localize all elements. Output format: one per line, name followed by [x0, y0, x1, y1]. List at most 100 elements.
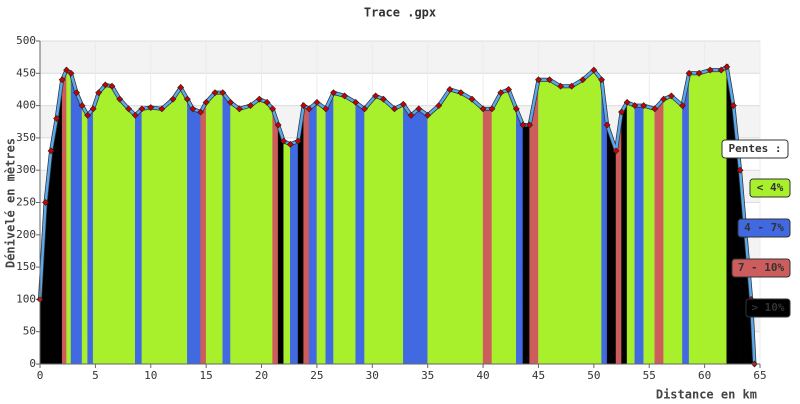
slope-segment	[582, 69, 595, 365]
x-tick-label: 40	[476, 369, 489, 382]
slope-segment	[418, 108, 428, 365]
slope-segment	[76, 92, 83, 365]
slope-segment	[308, 101, 318, 365]
y-axis-title: Dénivelé en mètres	[4, 138, 18, 268]
y-tick-label: 150	[16, 260, 36, 273]
point-marker	[280, 137, 288, 145]
slope-segment	[471, 98, 484, 365]
x-tick-label: 25	[310, 369, 323, 382]
x-axis-title: Distance en km	[656, 388, 757, 401]
slope-segment	[538, 79, 550, 365]
point-marker	[247, 102, 254, 110]
point-marker	[108, 82, 116, 90]
slope-segment	[92, 92, 99, 365]
legend-label: < 4%	[757, 181, 784, 194]
x-tick-label: 15	[200, 369, 213, 382]
legend-title-box	[721, 139, 789, 159]
slope-segment	[571, 79, 584, 365]
slope-segment	[606, 124, 617, 365]
slope-segment	[663, 95, 672, 365]
x-tick-label: 35	[421, 369, 434, 382]
point-marker	[101, 81, 109, 89]
slope-segment	[383, 98, 395, 365]
point-marker	[138, 105, 146, 113]
point-marker	[679, 102, 686, 110]
slope-segment	[491, 92, 502, 365]
point-marker	[497, 89, 505, 97]
slope-segment	[560, 85, 572, 365]
slope-segment	[720, 66, 728, 365]
point-marker	[53, 115, 61, 122]
point-marker	[736, 166, 744, 174]
point-marker	[73, 89, 80, 97]
point-marker	[519, 121, 527, 129]
slope-segment	[643, 105, 656, 365]
slope-segment	[325, 92, 334, 365]
point-marker	[590, 66, 598, 74]
y-tick-label: 400	[16, 99, 36, 112]
legend-title: Pentes :	[729, 142, 782, 155]
point-marker	[435, 102, 443, 110]
slope-segment	[150, 107, 163, 365]
point-marker	[63, 66, 71, 74]
x-tick-label: 50	[587, 369, 600, 382]
point-marker	[568, 82, 576, 90]
point-marker	[189, 105, 197, 113]
slope-segment	[403, 103, 412, 365]
x-tick-label: 10	[144, 369, 157, 382]
slope-segment	[688, 73, 700, 365]
point-marker	[305, 105, 313, 113]
slope-segment	[394, 103, 404, 365]
slope-segment	[626, 101, 636, 365]
point-marker	[42, 199, 49, 206]
y-tick-label: 100	[16, 292, 36, 305]
point-marker	[457, 89, 465, 97]
slope-segment	[375, 95, 384, 365]
slope-segment	[427, 105, 440, 365]
slope-segment	[549, 79, 561, 365]
grid-band	[40, 41, 760, 74]
slope-segment	[682, 73, 690, 365]
point-marker	[158, 105, 166, 113]
slope-segment	[259, 98, 268, 365]
slope-segment	[460, 92, 473, 365]
slope-segment	[303, 105, 310, 365]
point-marker	[330, 89, 337, 97]
point-marker	[255, 95, 263, 103]
point-marker	[95, 89, 103, 97]
point-marker	[183, 95, 191, 103]
point-marker	[131, 111, 139, 119]
point-marker	[424, 111, 432, 119]
point-marker	[263, 98, 271, 106]
y-tick-label: 300	[16, 163, 36, 176]
slope-segment	[482, 108, 493, 365]
point-marker	[399, 100, 407, 108]
point-marker	[227, 98, 234, 106]
point-marker	[579, 76, 587, 84]
slope-segment	[410, 108, 420, 365]
point-marker	[84, 111, 92, 119]
point-marker	[169, 95, 177, 103]
slope-segment	[81, 104, 88, 365]
point-marker	[623, 98, 631, 106]
point-marker	[557, 82, 565, 90]
point-marker	[47, 147, 55, 155]
point-marker	[125, 105, 133, 113]
slope-segment	[192, 108, 201, 365]
slope-segment	[135, 108, 143, 365]
point-marker	[177, 84, 185, 91]
slope-segment	[698, 69, 711, 365]
slope-segment	[709, 69, 722, 365]
point-marker	[640, 102, 648, 110]
slope-segment	[671, 95, 683, 365]
point-marker	[598, 76, 606, 84]
slope-segment	[438, 88, 451, 365]
point-marker	[505, 86, 512, 93]
slope-segment	[654, 98, 664, 365]
slope-segment	[200, 101, 207, 365]
point-marker	[717, 66, 725, 74]
point-marker	[211, 89, 219, 97]
point-marker	[526, 121, 534, 129]
legend-label: 7 - 10%	[738, 261, 785, 274]
slope-segment	[250, 98, 260, 365]
